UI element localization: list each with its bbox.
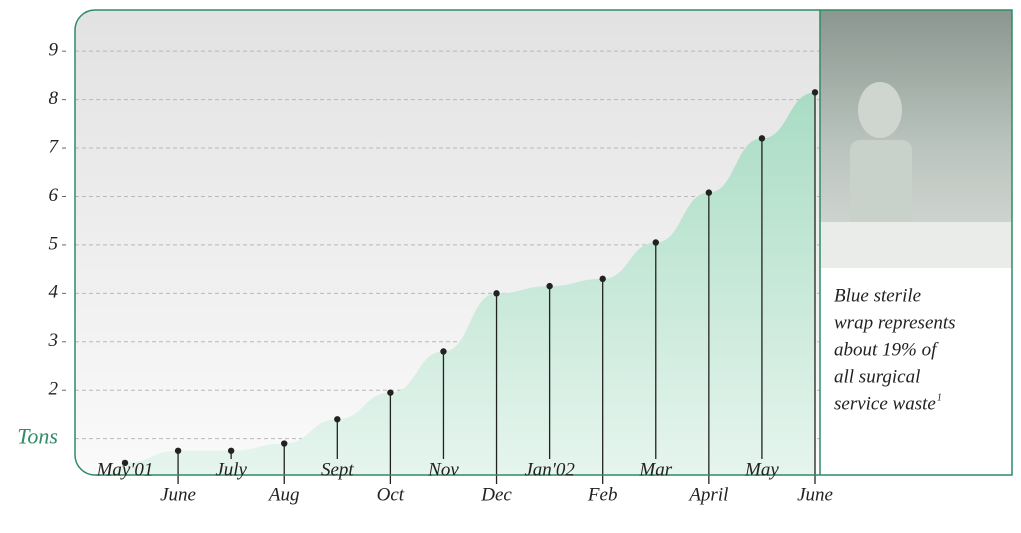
point [599, 276, 605, 282]
y-tick-label: 6 [49, 185, 59, 206]
point [281, 440, 287, 446]
caption-line: wrap represents [834, 312, 956, 333]
point [440, 348, 446, 354]
point [706, 189, 712, 195]
x-tick-label: Dec [480, 484, 512, 505]
x-tick-label: June [797, 484, 833, 505]
point [175, 448, 181, 454]
x-tick-label: Oct [377, 484, 405, 505]
point [653, 239, 659, 245]
point [228, 448, 234, 454]
y-axis-label: Tons [17, 424, 58, 449]
caption-line: Blue sterile [834, 285, 921, 306]
y-tick-label: 5 [49, 233, 59, 254]
point [493, 290, 499, 296]
caption-line: all surgical [834, 366, 920, 387]
x-tick-label: Jan'02 [524, 459, 575, 480]
y-tick-label: 3 [48, 330, 59, 351]
x-tick-label: Mar [638, 459, 672, 480]
footnote-mark: 1 [937, 392, 942, 403]
x-tick-label: Aug [267, 484, 300, 505]
point [387, 389, 393, 395]
y-tick-label: 8 [49, 88, 59, 109]
x-tick-label: April [687, 484, 728, 505]
x-tick-label: May [744, 459, 779, 480]
caption-line: service waste [834, 393, 936, 414]
x-tick-label: Feb [587, 484, 618, 505]
photo-figure [850, 140, 912, 230]
photo-counter [820, 222, 1012, 268]
point [546, 283, 552, 289]
x-tick-label: Nov [427, 459, 459, 480]
chart: Blue sterile wrap represents about 19% of a… [0, 0, 1021, 533]
x-tick-label: June [160, 484, 196, 505]
x-tick-label: July [215, 459, 247, 480]
y-tick-label: 2 [49, 379, 59, 400]
point [334, 416, 340, 422]
photo-figure [858, 82, 902, 138]
x-tick-label: May'01 [96, 459, 154, 480]
y-tick-label: 7 [49, 136, 60, 157]
caption-line: about 19% of [834, 339, 939, 360]
x-tick-label: Sept [321, 459, 354, 480]
y-tick-label: 4 [49, 282, 59, 303]
point [759, 135, 765, 141]
y-tick-label: 9 [49, 40, 59, 61]
point [812, 89, 818, 95]
